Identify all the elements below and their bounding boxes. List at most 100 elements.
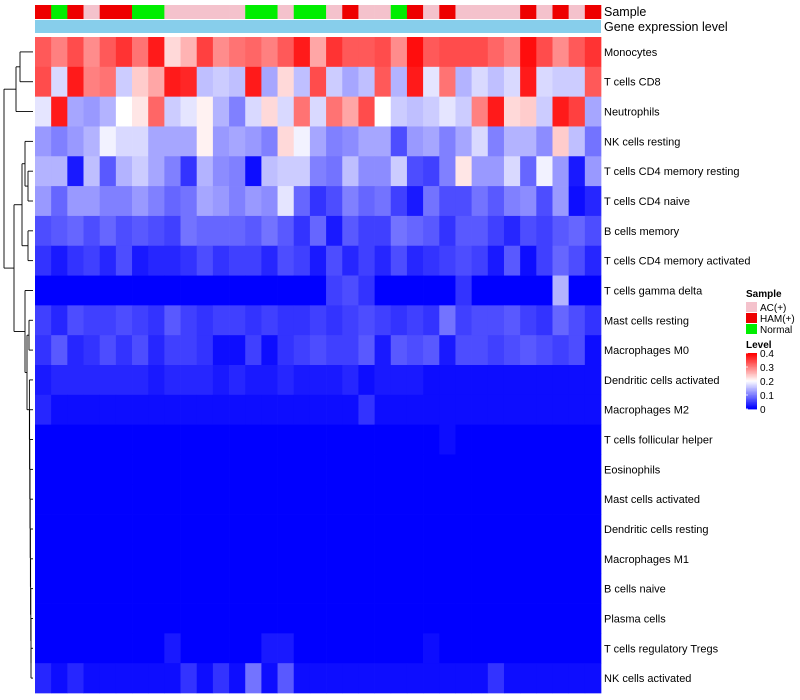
- heatmap-cell: [180, 96, 198, 127]
- heatmap-cell: [148, 275, 165, 306]
- heatmap-cell: [229, 156, 246, 187]
- heatmap-cell: [196, 484, 214, 515]
- heatmap-cell: [132, 156, 149, 187]
- heatmap-cell: [568, 514, 586, 545]
- heatmap-cell: [51, 66, 68, 97]
- heatmap-cell: [99, 424, 117, 455]
- heatmap-cell: [520, 663, 537, 694]
- heatmap-cell: [180, 663, 198, 694]
- heatmap-cell: [390, 305, 408, 336]
- heatmap-cell: [520, 96, 537, 127]
- heatmap-cell: [326, 454, 343, 485]
- legend-gradient-step: [746, 386, 757, 389]
- heatmap-cell: [342, 663, 359, 694]
- heatmap-cell: [374, 633, 392, 664]
- heatmap-cell: [536, 126, 553, 157]
- heatmap-cell: [277, 275, 295, 306]
- heatmap-cell: [148, 573, 165, 604]
- heatmap-cell: [326, 186, 343, 217]
- heatmap-cell: [164, 365, 181, 396]
- heatmap-cell: [35, 126, 52, 157]
- heatmap-cell: [390, 543, 408, 575]
- heatmap-cell: [293, 663, 311, 694]
- heatmap-cell: [584, 633, 602, 664]
- legend-gradient-step: [746, 395, 757, 397]
- heatmap-cell: [99, 126, 117, 157]
- heatmap-cell: [536, 394, 553, 425]
- heatmap-cell: [552, 514, 570, 545]
- heatmap-cell: [342, 126, 359, 157]
- heatmap-cell: [293, 156, 311, 187]
- heatmap-cell: [552, 603, 570, 634]
- heatmap-cell: [520, 66, 537, 97]
- sample-annotation-cell: [115, 5, 133, 19]
- heatmap-cell: [390, 424, 408, 455]
- heatmap-cell: [277, 96, 295, 127]
- heatmap-cell: [293, 215, 311, 247]
- heatmap-cell: [358, 126, 375, 157]
- heatmap-cell: [584, 305, 602, 336]
- heatmap-cell: [99, 514, 117, 545]
- heatmap-cell: [35, 186, 52, 217]
- legend-gradient-step: [746, 402, 757, 404]
- gene-expression-track-label: Gene expression level: [604, 20, 728, 34]
- heatmap-cell: [439, 186, 456, 217]
- sample-annotation-cell: [51, 5, 68, 19]
- heatmap-cell: [99, 603, 117, 634]
- heatmap-cell: [568, 37, 586, 68]
- heatmap-cell: [180, 37, 198, 68]
- heatmap-cell: [196, 275, 214, 306]
- heatmap-cell: [148, 66, 165, 97]
- heatmap-cell: [520, 215, 537, 247]
- heatmap-cell: [439, 394, 456, 425]
- heatmap-cell: [67, 335, 84, 366]
- heatmap-cell: [423, 66, 440, 97]
- heatmap-cell: [245, 573, 262, 604]
- heatmap-cell: [83, 335, 101, 366]
- heatmap-cell: [326, 215, 343, 247]
- heatmap-cell: [277, 215, 295, 247]
- heatmap-cell: [390, 66, 408, 97]
- heatmap-cell: [487, 663, 505, 694]
- heatmap-cell: [552, 37, 570, 68]
- heatmap-cell: [520, 335, 537, 366]
- heatmap-cell: [487, 305, 505, 336]
- heatmap-cell: [212, 126, 230, 157]
- heatmap-cell: [503, 603, 521, 634]
- heatmap-cell: [326, 275, 343, 306]
- heatmap-cell: [212, 484, 230, 515]
- heatmap-cell: [406, 633, 424, 664]
- heatmap-cell: [67, 633, 84, 664]
- row-label: NK cells activated: [604, 673, 691, 685]
- heatmap-cell: [406, 126, 424, 157]
- heatmap-cell: [342, 514, 359, 545]
- heatmap-cell: [196, 394, 214, 425]
- heatmap-cell: [342, 66, 359, 97]
- heatmap-cell: [277, 484, 295, 515]
- heatmap-cell: [406, 365, 424, 396]
- legend-tick-label: 0.2: [760, 377, 774, 388]
- heatmap-cell: [536, 484, 553, 515]
- heatmap-cell: [552, 126, 570, 157]
- heatmap-cell: [503, 96, 521, 127]
- heatmap-cell: [326, 305, 343, 336]
- heatmap-cell: [245, 424, 262, 455]
- heatmap-cell: [406, 335, 424, 366]
- heatmap-cell: [164, 335, 181, 366]
- heatmap-cell: [164, 186, 181, 217]
- sample-annotation-cell: [180, 5, 198, 19]
- heatmap-cell: [148, 424, 165, 455]
- row-label: T cells gamma delta: [604, 285, 703, 297]
- heatmap-cell: [471, 663, 489, 694]
- heatmap-cell: [261, 543, 278, 575]
- heatmap-cell: [342, 365, 359, 396]
- heatmap-cell: [83, 514, 101, 545]
- heatmap-cell: [406, 66, 424, 97]
- heatmap-cell: [423, 543, 440, 575]
- heatmap-cell: [520, 603, 537, 634]
- legend-tick-label: 0.1: [760, 391, 774, 402]
- heatmap-cell: [342, 484, 359, 515]
- heatmap-cell: [503, 365, 521, 396]
- legend-group-label: AC(+): [760, 303, 786, 314]
